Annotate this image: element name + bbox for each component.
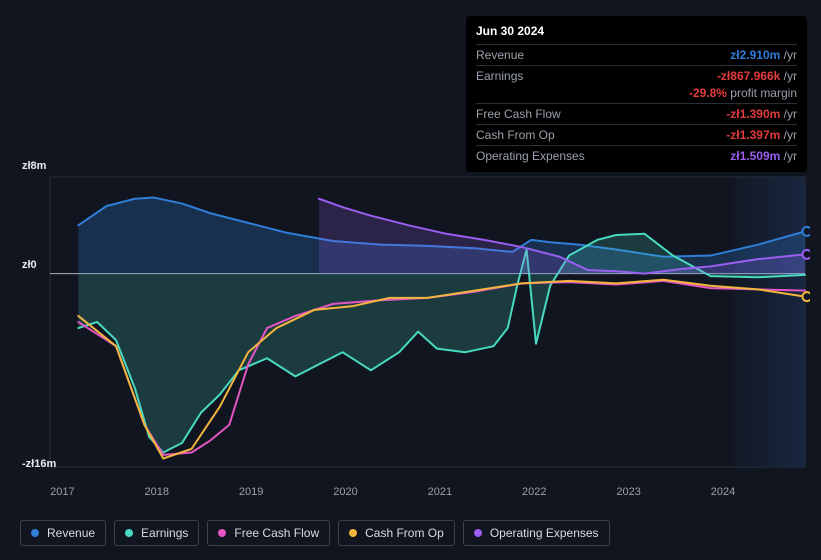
tooltip-row: Free Cash Flow -zł1.390m /yr (476, 103, 797, 124)
legend-swatch (31, 529, 39, 537)
tooltip-row-label: Cash From Op (476, 128, 555, 142)
tooltip-row-label: Free Cash Flow (476, 107, 561, 121)
chart-tooltip: Jun 30 2024 Revenue zł2.910m /yr Earnings -… (466, 16, 807, 172)
legend-item-earnings[interactable]: Earnings (114, 520, 199, 546)
tooltip-row: Earnings -zł867.966k /yr (476, 65, 797, 86)
legend-item-revenue[interactable]: Revenue (20, 520, 106, 546)
legend-label: Operating Expenses (490, 526, 599, 540)
tooltip-row-value: -zł1.390m /yr (726, 107, 797, 121)
tooltip-row-value: -zł1.397m /yr (726, 128, 797, 142)
x-axis-label: 2018 (145, 486, 169, 498)
tooltip-row-label: Earnings (476, 69, 523, 83)
legend-label: Free Cash Flow (234, 526, 319, 540)
tooltip-row-value: -zł867.966k /yr (717, 69, 797, 83)
legend-swatch (125, 529, 133, 537)
x-axis-label: 2020 (333, 486, 357, 498)
financials-chart (20, 155, 810, 495)
legend-swatch (349, 529, 357, 537)
x-axis-label: 2024 (711, 486, 735, 498)
legend-swatch (218, 529, 226, 537)
legend-item-opex[interactable]: Operating Expenses (463, 520, 610, 546)
legend-label: Earnings (141, 526, 188, 540)
tooltip-row-label: Revenue (476, 48, 524, 62)
legend-item-fcf[interactable]: Free Cash Flow (207, 520, 330, 546)
tooltip-date: Jun 30 2024 (476, 24, 797, 44)
tooltip-row: -29.8% profit margin (476, 86, 797, 103)
legend-item-cfo[interactable]: Cash From Op (338, 520, 455, 546)
x-axis-label: 2023 (616, 486, 640, 498)
x-axis-label: 2017 (50, 486, 74, 498)
x-axis-label: 2021 (428, 486, 452, 498)
legend-label: Revenue (47, 526, 95, 540)
y-axis-label: zł0 (22, 259, 37, 271)
tooltip-row: Cash From Op -zł1.397m /yr (476, 124, 797, 145)
y-axis-label: zł8m (22, 160, 46, 172)
chart-legend: Revenue Earnings Free Cash Flow Cash From O… (20, 520, 610, 546)
tooltip-row-value: -29.8% profit margin (689, 86, 797, 100)
chart-container: Jun 30 2024 Revenue zł2.910m /yr Earnings -… (0, 0, 821, 560)
legend-swatch (474, 529, 482, 537)
tooltip-row-value: zł2.910m /yr (730, 48, 797, 62)
x-axis-label: 2019 (239, 486, 263, 498)
legend-label: Cash From Op (365, 526, 444, 540)
x-axis-label: 2022 (522, 486, 546, 498)
y-axis-label: -zł16m (22, 458, 56, 470)
tooltip-row: Revenue zł2.910m /yr (476, 44, 797, 65)
